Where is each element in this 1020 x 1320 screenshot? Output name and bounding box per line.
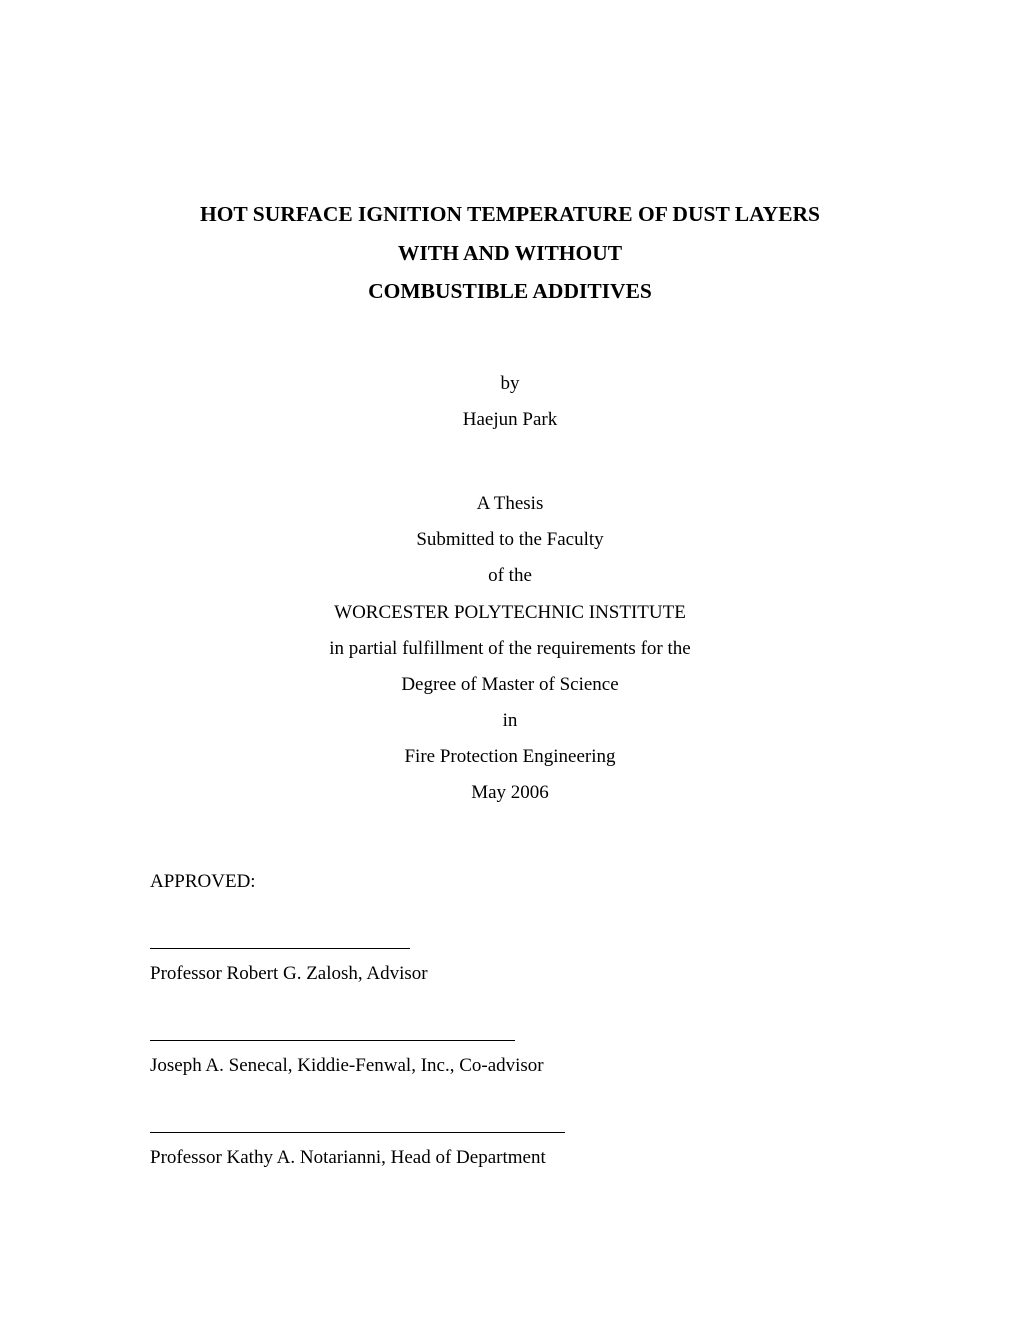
thesis-line-9: May 2006 (150, 775, 870, 811)
signature-block-coadvisor: Joseph A. Senecal, Kiddie-Fenwal, Inc., … (150, 1040, 870, 1077)
thesis-line-1: A Thesis (150, 486, 870, 522)
signature-line (150, 1132, 565, 1133)
title-line-3: COMBUSTIBLE ADDITIVES (150, 272, 870, 311)
thesis-title: HOT SURFACE IGNITION TEMPERATURE OF DUST… (150, 195, 870, 311)
thesis-line-2: Submitted to the Faculty (150, 522, 870, 558)
signature-block-advisor: Professor Robert G. Zalosh, Advisor (150, 948, 870, 985)
title-line-2: WITH AND WITHOUT (150, 234, 870, 273)
thesis-line-3: of the (150, 558, 870, 594)
signature-line (150, 948, 410, 949)
thesis-line-6: Degree of Master of Science (150, 667, 870, 703)
thesis-info-block: A Thesis Submitted to the Faculty of the… (150, 486, 870, 811)
thesis-line-8: Fire Protection Engineering (150, 739, 870, 775)
by-label: by (150, 366, 870, 402)
signature-name-advisor: Professor Robert G. Zalosh, Advisor (150, 963, 870, 985)
signature-name-head: Professor Kathy A. Notarianni, Head of D… (150, 1147, 870, 1169)
author-name: Haejun Park (150, 402, 870, 438)
approved-label: APPROVED: (150, 871, 870, 893)
signature-name-coadvisor: Joseph A. Senecal, Kiddie-Fenwal, Inc., … (150, 1055, 870, 1077)
signature-line (150, 1040, 515, 1041)
thesis-line-7: in (150, 703, 870, 739)
thesis-line-4: WORCESTER POLYTECHNIC INSTITUTE (150, 595, 870, 631)
author-block: by Haejun Park (150, 366, 870, 438)
signature-block-head: Professor Kathy A. Notarianni, Head of D… (150, 1132, 870, 1169)
title-line-1: HOT SURFACE IGNITION TEMPERATURE OF DUST… (150, 195, 870, 234)
thesis-line-5: in partial fulfillment of the requiremen… (150, 631, 870, 667)
